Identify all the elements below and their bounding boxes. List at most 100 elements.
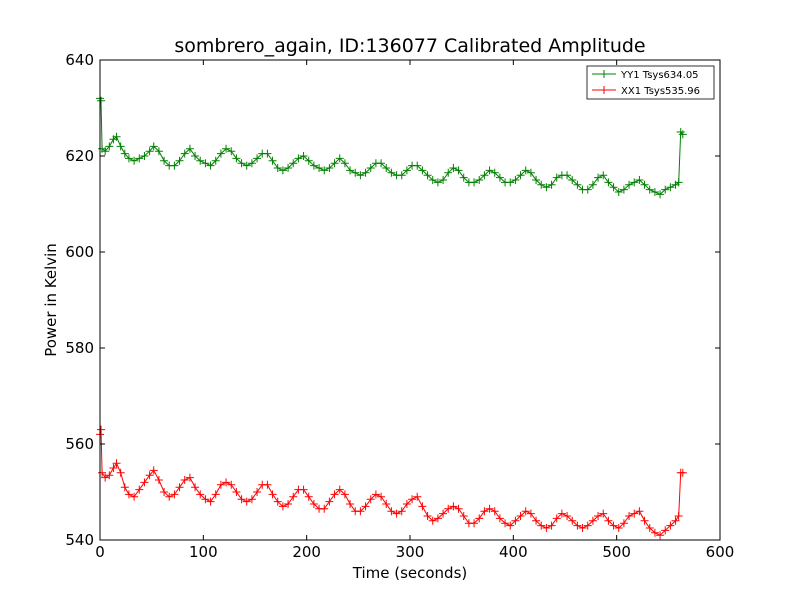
x-tick-label: 600 — [706, 543, 735, 561]
data-point — [382, 500, 391, 508]
data-point — [630, 178, 639, 187]
data-point — [506, 521, 515, 530]
data-point — [191, 152, 200, 160]
data-point — [625, 512, 634, 520]
data-point — [268, 490, 277, 499]
series-line-1 — [99, 429, 683, 536]
data-point — [340, 159, 349, 168]
data-point — [309, 500, 318, 508]
data-point — [335, 485, 344, 494]
data-point — [506, 178, 515, 187]
data-point — [573, 180, 582, 189]
data-point — [402, 500, 411, 508]
data-point — [330, 159, 339, 168]
data-point — [294, 154, 303, 163]
data-point — [170, 161, 179, 170]
data-point — [480, 171, 489, 180]
data-point — [325, 497, 334, 506]
data-point — [532, 516, 541, 525]
data-point — [413, 492, 422, 501]
data-point — [196, 156, 205, 165]
data-point — [609, 521, 618, 530]
data-point — [140, 478, 149, 487]
data-point — [191, 483, 200, 492]
data-point — [101, 147, 110, 156]
data-point — [547, 180, 556, 189]
data-point — [237, 495, 246, 504]
data-point — [459, 173, 468, 182]
data-point — [640, 180, 649, 189]
data-point — [216, 480, 225, 489]
y-tick-label: 600 — [65, 243, 94, 261]
data-point — [116, 468, 125, 477]
data-point — [439, 509, 448, 518]
data-point — [552, 514, 561, 523]
legend: YY1 Tsys634.05 XX1 Tsys535.96 — [586, 65, 715, 100]
data-point — [263, 149, 272, 158]
data-point — [101, 473, 110, 482]
data-point — [335, 154, 344, 163]
plot-area — [96, 94, 687, 540]
data-point — [346, 166, 355, 175]
data-point — [227, 147, 236, 156]
data-point — [619, 519, 628, 528]
data-point — [516, 512, 525, 520]
data-point — [397, 171, 406, 180]
data-point — [594, 173, 603, 182]
data-point — [635, 176, 644, 184]
data-point — [428, 176, 437, 184]
chart-title: sombrero_again, ID:136077 Calibrated Amp… — [174, 35, 645, 57]
data-point — [678, 468, 687, 477]
data-point — [495, 173, 504, 182]
data-point — [377, 159, 386, 168]
data-point — [351, 168, 360, 177]
data-point — [656, 190, 665, 199]
y-tick-label: 540 — [65, 531, 94, 549]
data-point — [242, 161, 251, 170]
data-point — [185, 144, 194, 153]
data-point — [630, 509, 639, 518]
data-point — [211, 490, 220, 499]
data-point — [423, 171, 432, 180]
data-point — [619, 185, 628, 194]
data-point — [130, 156, 139, 165]
data-point — [253, 154, 262, 163]
data-point — [105, 471, 114, 480]
data-point — [201, 495, 210, 504]
data-point — [671, 516, 680, 525]
data-point — [459, 512, 468, 520]
data-point — [149, 466, 158, 475]
x-axis-label: Time (seconds) — [352, 564, 468, 582]
data-point — [371, 490, 380, 499]
data-point — [361, 502, 370, 511]
data-point — [573, 521, 582, 530]
data-point — [490, 507, 499, 516]
data-point — [356, 171, 365, 180]
data-point — [216, 149, 225, 158]
data-point — [149, 142, 158, 151]
data-point — [140, 152, 149, 160]
data-point — [120, 149, 129, 158]
data-point — [309, 161, 318, 170]
data-point — [112, 132, 121, 141]
data-point — [109, 464, 118, 472]
legend-box — [586, 65, 715, 100]
data-point — [490, 168, 499, 177]
data-point — [160, 156, 169, 165]
data-point — [145, 471, 154, 480]
x-tick-label: 500 — [602, 543, 631, 561]
legend-label-yy1: YY1 Tsys634.05 — [620, 70, 699, 81]
data-point — [568, 176, 577, 184]
data-point — [160, 488, 169, 496]
data-point — [206, 161, 215, 170]
data-point — [273, 497, 282, 506]
data-point — [268, 156, 277, 165]
data-point — [340, 490, 349, 499]
data-point — [284, 500, 293, 508]
data-point — [356, 507, 365, 516]
data-point — [377, 492, 386, 501]
data-point — [418, 502, 427, 511]
data-point — [433, 514, 442, 523]
data-point — [661, 185, 670, 194]
data-point — [284, 164, 293, 172]
